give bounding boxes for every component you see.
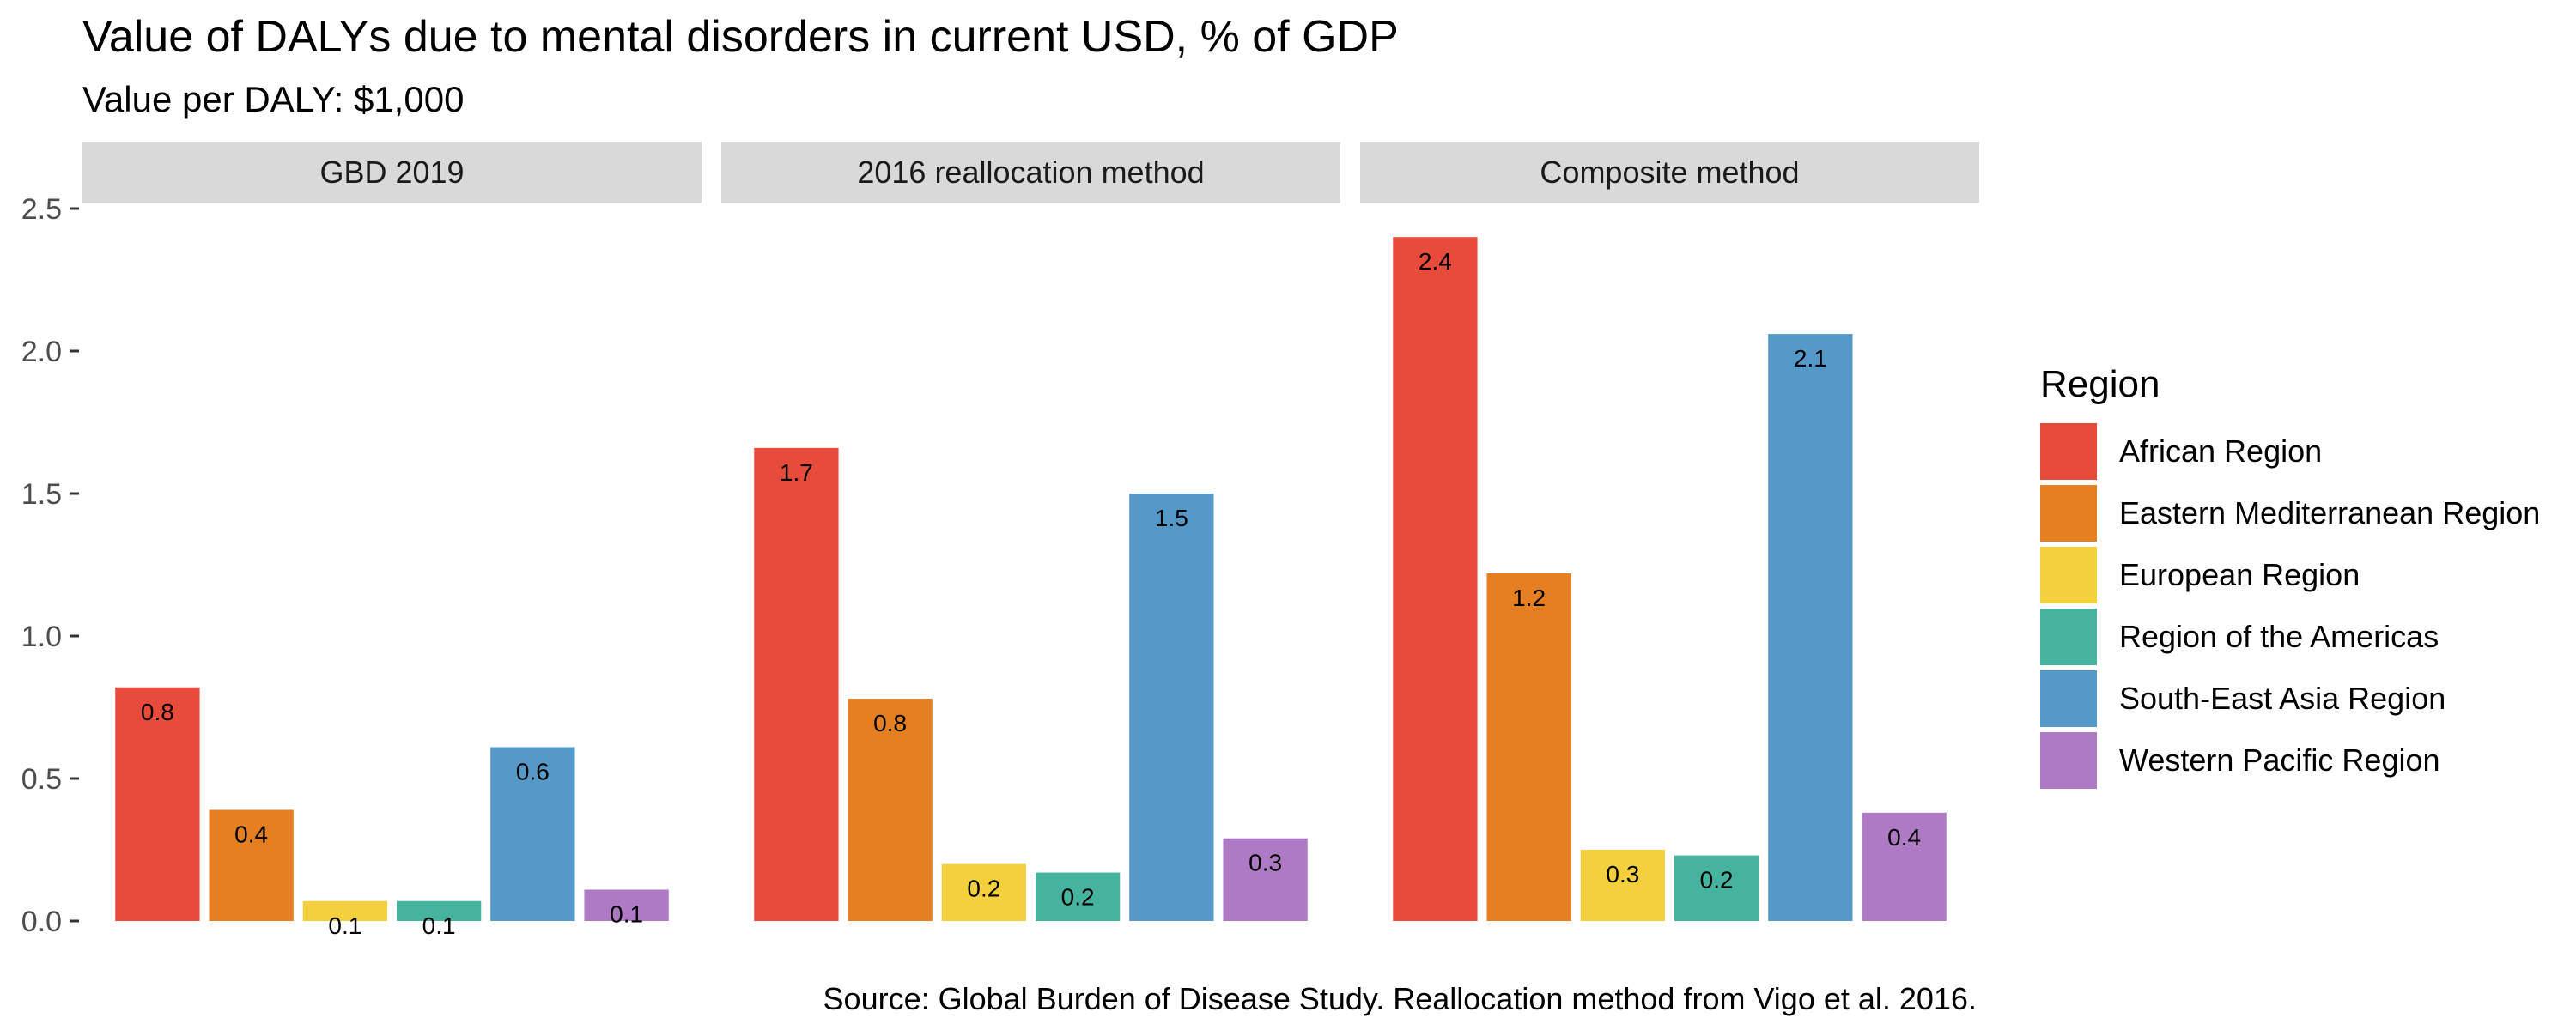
facet-panel: GBD 2019 0.8 0.4 0.1 0.1 0.6 0.1 bbox=[82, 142, 702, 939]
y-tick-label: 0.0 bbox=[21, 906, 62, 938]
bar bbox=[848, 699, 933, 921]
legend-label: Region of the Americas bbox=[2119, 619, 2439, 654]
y-tick-label: 2.5 bbox=[21, 193, 62, 226]
legend-swatch bbox=[2040, 732, 2097, 789]
bar-value-label: 0.2 bbox=[1061, 884, 1095, 911]
facet-panel: 2016 reallocation method 1.7 0.8 0.2 0.2 1.5 0… bbox=[721, 142, 1340, 921]
bar bbox=[941, 863, 1027, 921]
bar bbox=[584, 889, 669, 921]
bar-value-label: 0.2 bbox=[1700, 867, 1734, 894]
legend-label: European Region bbox=[2119, 557, 2360, 592]
bar bbox=[1393, 237, 1478, 921]
bar-value-label: 0.3 bbox=[1606, 861, 1639, 888]
legend-swatch bbox=[2040, 609, 2097, 665]
bar-value-label: 0.1 bbox=[328, 912, 361, 939]
facet-strip-label: Composite method bbox=[1540, 154, 1799, 190]
legend: Region African Region Eastern Mediterrane… bbox=[2040, 363, 2540, 789]
bar bbox=[1129, 494, 1214, 921]
facet-panel: Composite method 2.4 1.2 0.3 0.2 2.1 0.4 bbox=[1360, 142, 1979, 922]
facet-strip bbox=[82, 142, 702, 203]
bar bbox=[396, 900, 482, 921]
y-tick-label: 2.0 bbox=[21, 336, 62, 368]
bar bbox=[1035, 872, 1121, 921]
bar-value-label: 0.6 bbox=[516, 758, 550, 785]
bar-value-label: 1.7 bbox=[780, 459, 813, 486]
legend-label: African Region bbox=[2119, 433, 2322, 469]
bar-value-label: 0.3 bbox=[1249, 850, 1282, 876]
legend-swatch bbox=[2040, 423, 2097, 480]
bar-value-label: 2.4 bbox=[1419, 248, 1452, 275]
legend-swatch bbox=[2040, 547, 2097, 603]
bar-value-label: 0.4 bbox=[1887, 824, 1921, 851]
bar-value-label: 0.1 bbox=[422, 912, 456, 939]
bar bbox=[209, 809, 294, 921]
bar-value-label: 2.1 bbox=[1794, 345, 1827, 372]
bar bbox=[302, 900, 388, 921]
y-tick-label: 0.5 bbox=[21, 763, 62, 796]
y-tick-label: 1.0 bbox=[21, 621, 62, 653]
bar-value-label: 0.2 bbox=[967, 876, 1000, 902]
bar bbox=[115, 687, 200, 921]
facet-strip bbox=[721, 142, 1340, 203]
chart-caption: Source: Global Burden of Disease Study. … bbox=[823, 981, 1977, 1016]
legend-label: Eastern Mediterranean Region bbox=[2119, 495, 2540, 530]
facet-panels: GBD 2019 0.8 0.4 0.1 0.1 0.6 0.1 2016 reallocat… bbox=[82, 142, 1979, 939]
chart-subtitle: Value per DALY: $1,000 bbox=[82, 79, 464, 119]
bar-value-label: 0.8 bbox=[141, 699, 174, 725]
bar-value-label: 0.1 bbox=[610, 900, 643, 927]
legend-label: South-East Asia Region bbox=[2119, 681, 2445, 716]
bar-value-label: 1.5 bbox=[1155, 505, 1188, 531]
bar bbox=[1223, 838, 1308, 921]
bar bbox=[1486, 573, 1571, 921]
facet-strip bbox=[1360, 142, 1979, 203]
legend-swatch bbox=[2040, 670, 2097, 727]
bar-value-label: 0.8 bbox=[873, 710, 907, 736]
bar bbox=[1862, 812, 1947, 921]
bar bbox=[754, 447, 839, 921]
bar bbox=[1768, 334, 1853, 922]
facet-strip-label: 2016 reallocation method bbox=[857, 154, 1204, 190]
y-axis: 0.0 0.5 1.0 1.5 2.0 2.5 bbox=[21, 193, 79, 938]
chart-title: Value of DALYs due to mental disorders i… bbox=[82, 12, 1399, 62]
y-tick-label: 1.5 bbox=[21, 478, 62, 511]
legend-title: Region bbox=[2040, 363, 2160, 405]
bar bbox=[490, 747, 575, 921]
bar-value-label: 0.4 bbox=[234, 821, 268, 848]
bar-value-label: 1.2 bbox=[1512, 585, 1546, 611]
bar bbox=[1674, 855, 1759, 921]
facet-strip-label: GBD 2019 bbox=[319, 154, 464, 190]
legend-swatch bbox=[2040, 485, 2097, 542]
bar bbox=[1580, 850, 1666, 921]
legend-label: Western Pacific Region bbox=[2119, 742, 2440, 778]
